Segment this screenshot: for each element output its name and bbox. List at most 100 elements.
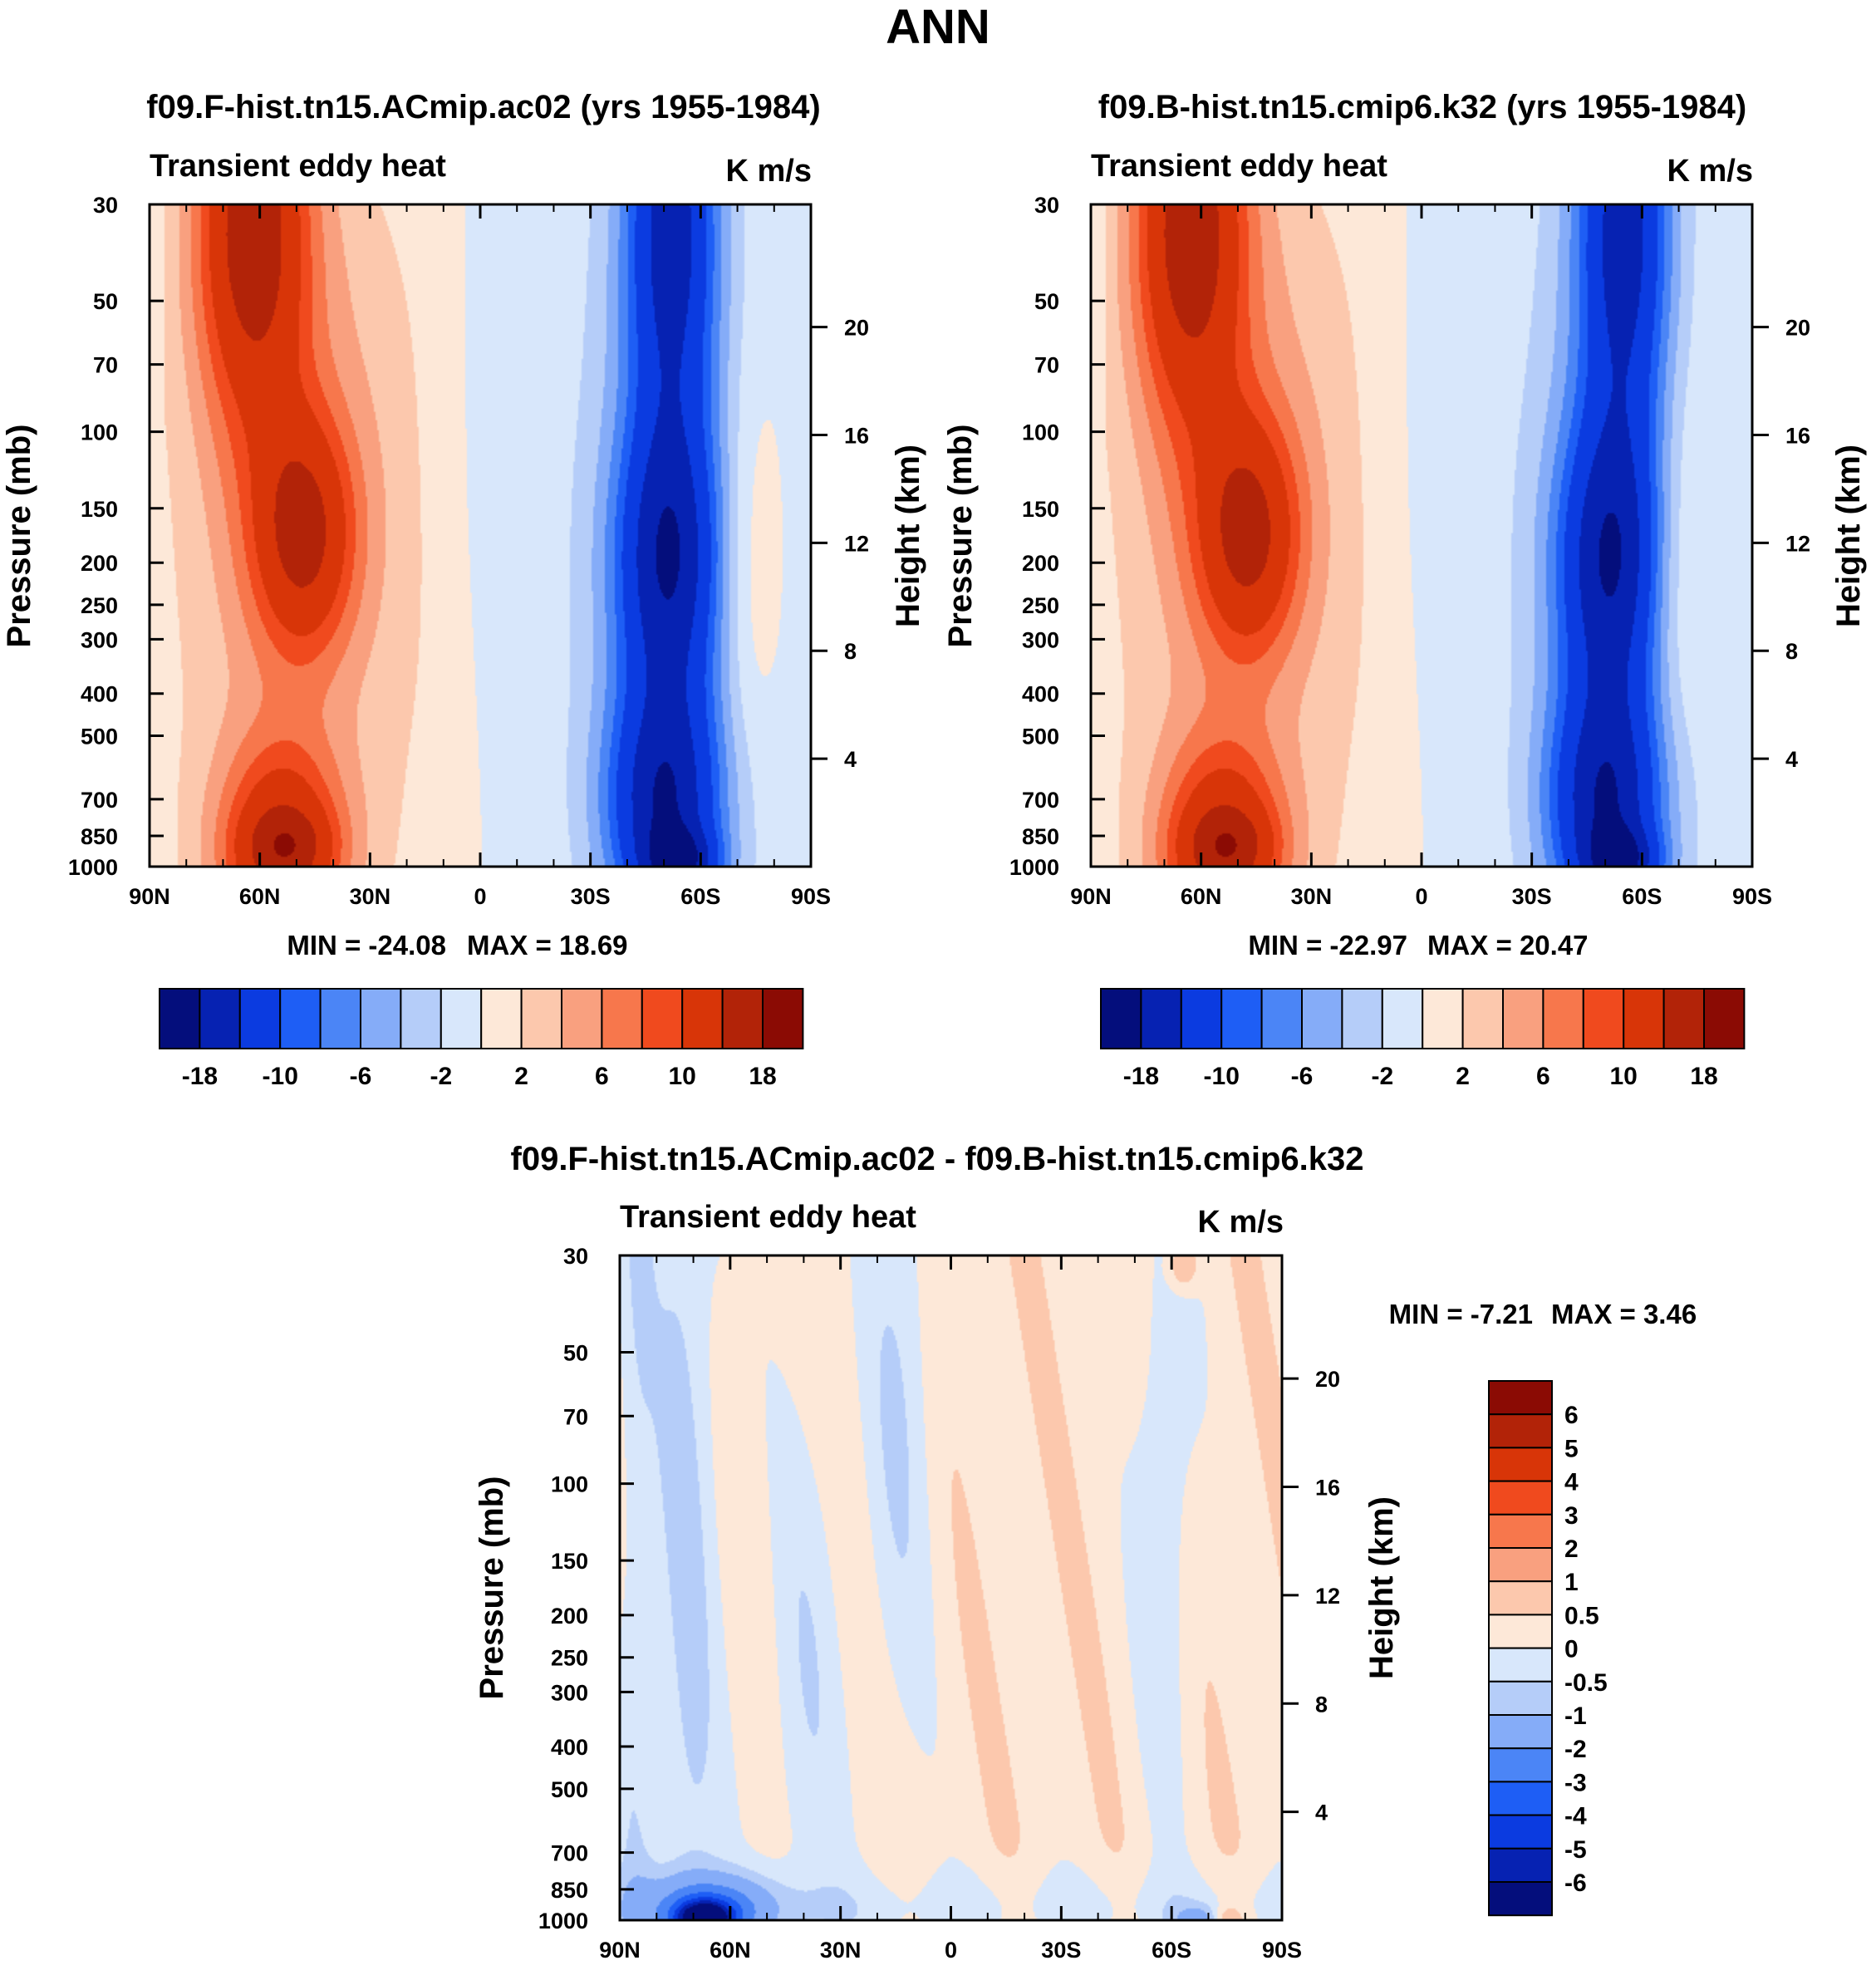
panel-2-ylabel-right: Height (km): [1830, 445, 1867, 627]
panel-2-y-tick-label: 70: [1034, 353, 1059, 378]
panel-3-colorbar-label: -5: [1564, 1836, 1587, 1864]
panel-2-left-string: Transient eddy heat: [1091, 149, 1387, 184]
panel-3-colorbar-label: 0: [1564, 1636, 1579, 1663]
panel-1-colorbar-label: -2: [430, 1063, 452, 1090]
panel-1-y-tick-label: 70: [93, 353, 118, 378]
panel-3-colorbar-box: [1488, 1747, 1553, 1783]
panel-1-height-tick-label: 12: [844, 531, 869, 556]
panel-3-y-tick-label: 1000: [538, 1909, 588, 1933]
panel-2-y-tick-label: 400: [1022, 682, 1059, 707]
panel-1-colorbar-box: [400, 988, 442, 1049]
panel-1-x-tick-label: 0: [474, 884, 486, 909]
panel-3-colorbar-label: 2: [1564, 1535, 1579, 1563]
panel-1-y-tick-label: 100: [81, 420, 118, 445]
panel-2-colorbar-box: [1180, 988, 1223, 1049]
panel-1-colorbar-box: [480, 988, 523, 1049]
panel-2-height-tick-label: 8: [1785, 639, 1798, 664]
panel-3-y-tick-label: 70: [563, 1404, 588, 1429]
panel-1-colorbar-label: 2: [514, 1063, 528, 1090]
panel-3-colorbar-label: 4: [1564, 1469, 1579, 1496]
panel-2-x-tick-label: 90N: [1070, 884, 1112, 909]
panel-1-colorbar-label: -18: [182, 1063, 218, 1090]
panel-2-ylabel: Pressure (mb): [942, 425, 979, 648]
panel-3-ylabel: Pressure (mb): [474, 1476, 510, 1700]
panel-3-colorbar-label: -4: [1564, 1803, 1587, 1830]
panel-3-colorbar-label: 5: [1564, 1435, 1579, 1462]
panel-2-x-tick-label: 60N: [1181, 884, 1222, 909]
panel-3-colorbar-label: 0.5: [1564, 1602, 1599, 1629]
panel-3-colorbar-box: [1488, 1480, 1553, 1516]
panel-1-y-tick-label: 400: [81, 682, 118, 707]
panel-3-colorbar-label: -2: [1564, 1736, 1587, 1763]
panel-3-height-tick-label: 20: [1315, 1367, 1340, 1392]
panel-1-colorbar: -18 -10 -6 -2 2 6 10 18: [159, 988, 804, 1090]
panel-1-x-tick-label: 90N: [129, 884, 170, 909]
panel-3-y-tick-label: 500: [551, 1777, 588, 1802]
panel-3-colorbar-box: [1488, 1680, 1553, 1717]
panel-2-ticks: 90N 60N 30N 0 30S 60S 90S 30 50 70 100 150 200 250 300…: [1009, 193, 1810, 909]
panel-2-colorbar-box: [1582, 988, 1625, 1049]
panel-1-colorbar-label: -6: [350, 1063, 372, 1090]
panel-1-y-tick-label: 500: [81, 724, 118, 749]
panel-2-y-tick-label: 30: [1034, 193, 1059, 218]
panel-1-y-tick-label: 30: [93, 193, 118, 218]
panel-3-y-tick-label: 30: [563, 1244, 588, 1269]
panel-1-colorbar-box: [681, 988, 724, 1049]
panel-3-y-tick-label: 200: [551, 1604, 588, 1629]
panel-3-y-tick-label: 250: [551, 1646, 588, 1671]
panel-3-x-tick-label: 30N: [820, 1938, 862, 1963]
panel-1-height-tick-label: 4: [844, 747, 857, 772]
panel-3-ylabel-right: Height (km): [1363, 1496, 1400, 1679]
panel-2-colorbar-label: 2: [1456, 1063, 1470, 1090]
panel-1-y-tick-label: 150: [81, 497, 118, 522]
panel-2-colorbar-box: [1381, 988, 1424, 1049]
panel-1-left-string: Transient eddy heat: [150, 149, 446, 184]
panel-3-colorbar-box: [1488, 1580, 1553, 1616]
panel-1-ylabel: Pressure (mb): [1, 425, 37, 648]
panel-2-x-tick-label: 30N: [1291, 884, 1333, 909]
panel-2-colorbar-label: 10: [1610, 1063, 1638, 1090]
panel-1-colorbar-box: [641, 988, 684, 1049]
panel-1-contour-field: [150, 204, 811, 867]
panel-3: f09.F-hist.tn15.ACmip.ac02 - f09.B-hist.…: [474, 1141, 1697, 1963]
panel-1-colorbar-box: [159, 988, 201, 1049]
panel-3-colorbar-box: [1488, 1513, 1553, 1550]
panel-2-colorbar-box: [1140, 988, 1182, 1049]
panel-2-height-tick-label: 12: [1785, 531, 1810, 556]
panel-2-colorbar-box: [1220, 988, 1263, 1049]
panel-3-y-tick-label: 50: [563, 1341, 588, 1366]
panel-3-colorbar-box: [1488, 1647, 1553, 1683]
panel-1-height-tick-label: 20: [844, 316, 869, 341]
panel-2-y-tick-label: 700: [1022, 788, 1059, 813]
panel-3-x-tick-label: 90S: [1262, 1938, 1302, 1963]
panel-2-colorbar-box: [1301, 988, 1343, 1049]
panel-2-colorbar-label: 6: [1536, 1063, 1550, 1090]
panel-2-y-tick-label: 500: [1022, 724, 1059, 749]
panel-3-colorbar-box: [1488, 1380, 1553, 1416]
panel-3-max: MAX = 3.46: [1551, 1299, 1697, 1329]
panel-2-x-tick-label: 90S: [1732, 884, 1772, 909]
panel-3-x-tick-label: 90N: [599, 1938, 641, 1963]
panel-3-colorbar-label: 1: [1564, 1569, 1579, 1596]
panel-3-x-tick-label: 60S: [1152, 1938, 1191, 1963]
panel-2-height-tick-label: 16: [1785, 423, 1810, 448]
panel-2-colorbar-box: [1100, 988, 1142, 1049]
panel-1-colorbar-label: 18: [749, 1063, 776, 1090]
panel-2-colorbar-box: [1703, 988, 1746, 1049]
panel-2-height-tick-label: 20: [1785, 316, 1810, 341]
panel-3-y-tick-label: 850: [551, 1878, 588, 1903]
panel-1-y-tick-label: 300: [81, 627, 118, 652]
panel-1-colorbar-box: [721, 988, 764, 1049]
panel-3-colorbar-box: [1488, 1447, 1553, 1482]
panel-2-y-tick-label: 100: [1022, 420, 1059, 445]
panel-3-colorbar-box: [1488, 1714, 1553, 1750]
panel-2-plot: 90N 60N 30N 0 30S 60S 90S 30 50 70 100 150 200 250 300…: [1009, 193, 1810, 909]
panel-2-colorbar-box: [1502, 988, 1545, 1049]
panel-1-y-tick-label: 850: [81, 824, 118, 849]
panel-1-units: K m/s: [726, 154, 812, 189]
panel-2-title: f09.B-hist.tn15.cmip6.k32 (yrs 1955-1984…: [1098, 89, 1746, 125]
panel-1-colorbar-box: [440, 988, 483, 1049]
panel-3-colorbar-label: -6: [1564, 1869, 1587, 1897]
panel-2-colorbar-label: 18: [1690, 1063, 1717, 1090]
